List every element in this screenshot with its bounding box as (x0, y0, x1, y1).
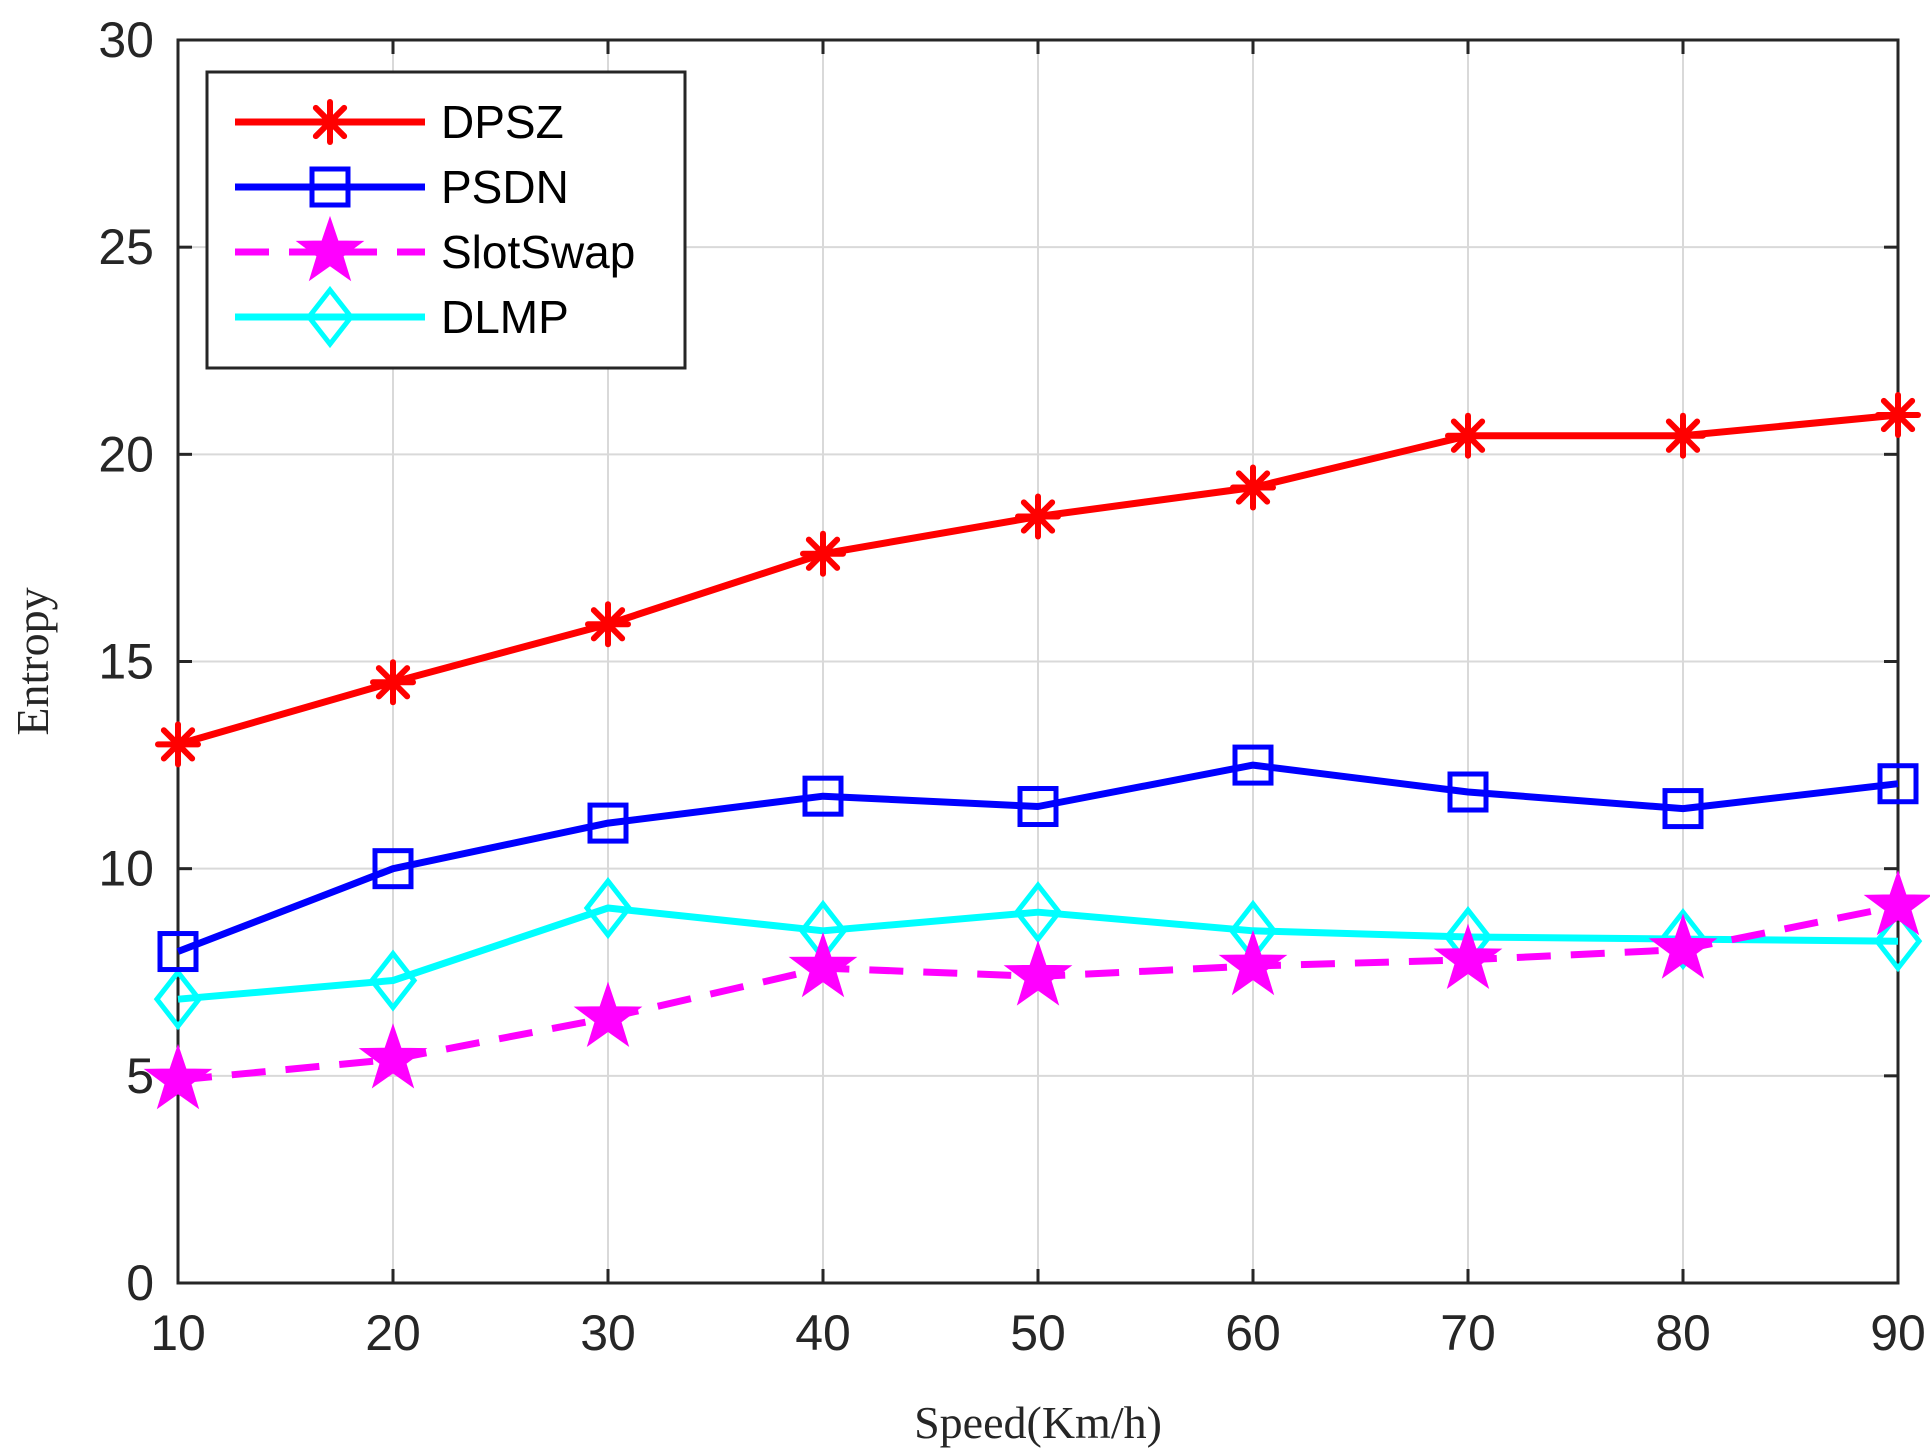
data-point-dpsz (155, 721, 201, 768)
data-point-slotswap (573, 981, 643, 1048)
data-point-slotswap (1648, 913, 1718, 979)
series-line-psdn (176, 761, 1899, 955)
data-point-dpsz (1660, 412, 1706, 459)
x-tick-label: 40 (795, 1305, 851, 1361)
asterisk-stroke (1450, 418, 1486, 453)
y-tick-label: 15 (98, 634, 154, 690)
data-point-dlmp (1658, 908, 1708, 971)
data-point-psdn (1447, 771, 1489, 813)
x-axis-title: Speed(Km/h) (914, 1397, 1162, 1448)
legend-marker (307, 99, 353, 145)
asterisk-stroke (1235, 470, 1271, 505)
series-line-dlmp (177, 904, 1899, 1003)
legend-item-slotswap: SlotSwap (235, 215, 635, 282)
asterisk-stroke (805, 536, 841, 571)
data-point-slotswap (358, 1023, 428, 1089)
data-point-slotswap (1433, 923, 1503, 990)
data-point-psdn (802, 775, 844, 817)
legend-marker (295, 215, 365, 282)
data-point-slotswap (1218, 929, 1288, 996)
data-point-dpsz (1015, 493, 1061, 540)
x-tick-label: 50 (1010, 1305, 1066, 1361)
legend: DPSZ PSDN SlotSwap DLMP (205, 70, 687, 370)
asterisk-stroke (1020, 499, 1056, 534)
legend-label: DLMP (441, 291, 569, 343)
axis-ticks: 10 20 30 40 50 60 70 80 90 0 5 10 15 20 25 30 (98, 12, 1925, 1361)
data-point-dlmp (1873, 910, 1923, 973)
data-point-dpsz (1445, 412, 1491, 459)
asterisk-stroke (312, 104, 348, 140)
data-point-psdn (1017, 786, 1059, 828)
data-point-slotswap (1863, 869, 1930, 936)
legend-marker (305, 285, 355, 349)
data-point-slotswap (143, 1043, 213, 1110)
data-point-psdn (1662, 788, 1704, 830)
legend-item-dlmp: DLMP (235, 285, 569, 349)
x-tick-label: 30 (580, 1305, 636, 1361)
x-tick-label: 10 (150, 1305, 206, 1361)
legend-item-dpsz: DPSZ (235, 96, 564, 148)
asterisk-stroke (590, 607, 626, 642)
data-point-slotswap (788, 931, 858, 998)
asterisk-stroke (1880, 397, 1916, 433)
x-tick-label: 80 (1655, 1305, 1711, 1361)
data-point-dlmp (153, 968, 203, 1031)
x-tick-label: 70 (1440, 1305, 1496, 1361)
x-tick-label: 60 (1225, 1305, 1281, 1361)
data-point-dpsz (370, 659, 416, 706)
data-point-psdn (157, 931, 199, 973)
series-markers (143, 391, 1930, 1110)
data-point-dpsz (585, 601, 631, 648)
y-tick-label: 30 (98, 12, 154, 68)
legend-item-psdn: PSDN (235, 161, 569, 213)
y-tick-label: 20 (98, 426, 154, 482)
data-point-dpsz (1875, 391, 1921, 438)
data-point-psdn (587, 802, 629, 844)
y-tick-label: 5 (126, 1048, 154, 1104)
x-tick-label: 90 (1870, 1305, 1926, 1361)
x-tick-label: 20 (365, 1305, 421, 1361)
data-point-dpsz (1230, 464, 1276, 511)
data-point-slotswap (1003, 940, 1073, 1006)
legend-label: SlotSwap (441, 226, 635, 278)
data-point-dlmp (1013, 881, 1063, 944)
asterisk-stroke (1665, 418, 1701, 453)
legend-label: DPSZ (441, 96, 564, 148)
asterisk-stroke (160, 727, 196, 762)
data-point-dlmp (583, 876, 633, 940)
data-point-dpsz (800, 530, 846, 577)
y-axis-title: Entropy (7, 587, 58, 735)
data-point-dlmp (368, 949, 418, 1012)
data-point-psdn (372, 848, 414, 890)
y-tick-label: 10 (98, 841, 154, 897)
legend-label: PSDN (441, 161, 569, 213)
y-tick-label: 0 (126, 1255, 154, 1311)
y-tick-label: 25 (98, 219, 154, 275)
asterisk-stroke (375, 665, 411, 700)
data-point-psdn (1877, 763, 1919, 805)
data-point-psdn (1232, 744, 1274, 786)
legend-marker (309, 166, 351, 208)
